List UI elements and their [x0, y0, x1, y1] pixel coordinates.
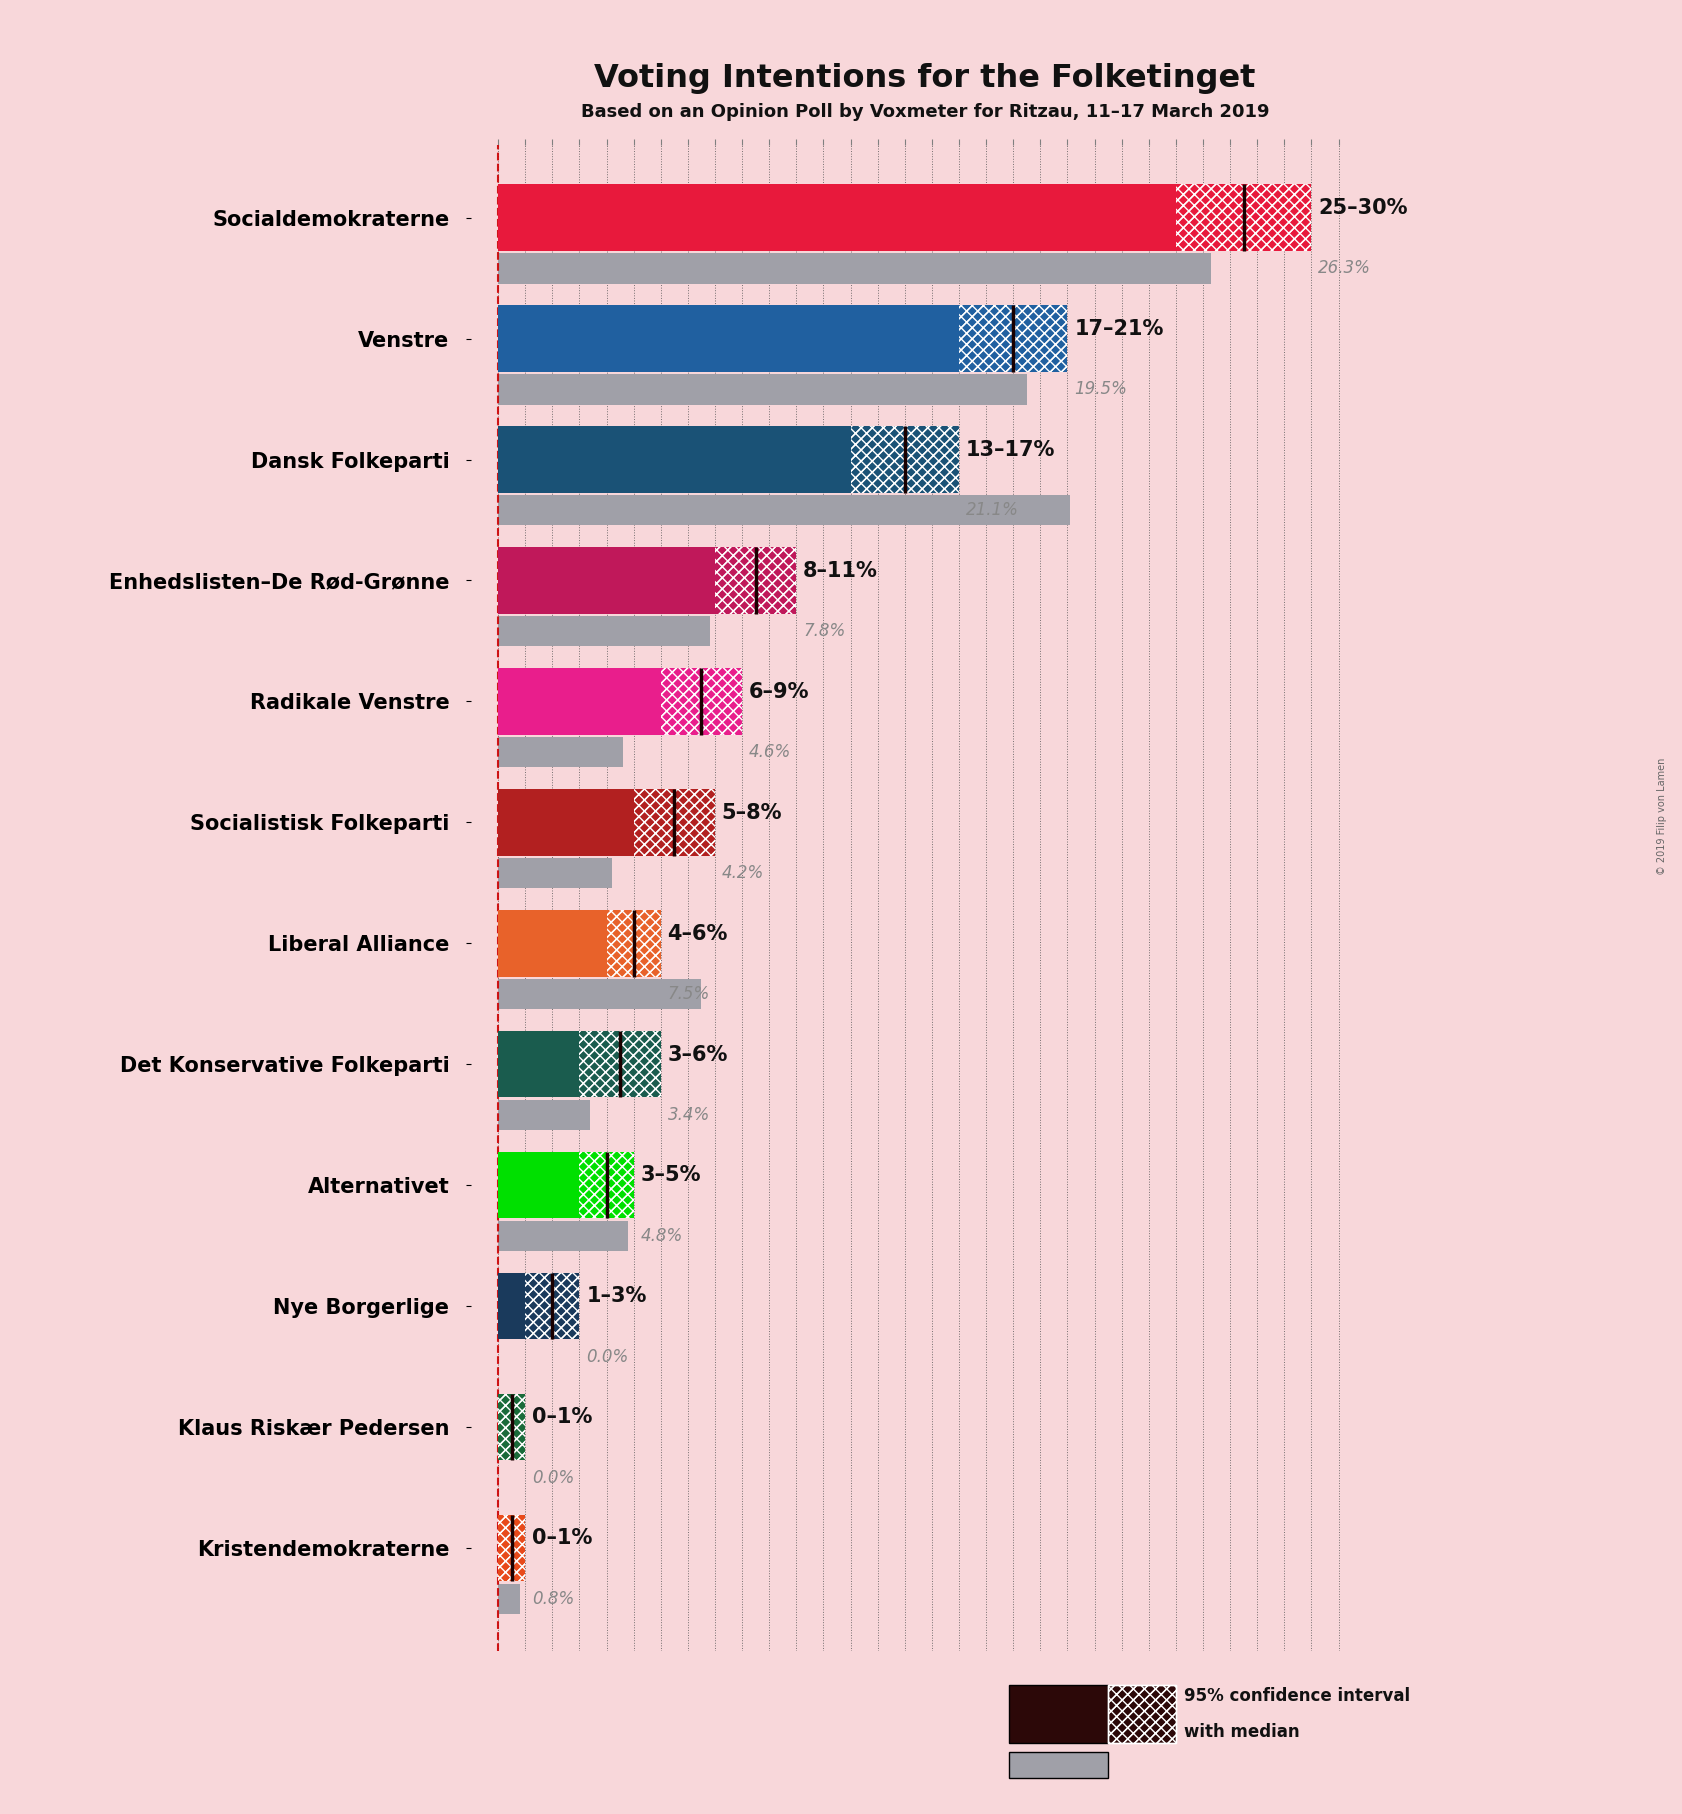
Text: 4.8%: 4.8% — [641, 1226, 683, 1244]
Bar — [715, 548, 796, 613]
Bar — [579, 1152, 634, 1219]
Bar — [498, 1393, 525, 1460]
Text: 1–3%: 1–3% — [587, 1286, 646, 1306]
Bar — [498, 1515, 525, 1582]
Bar — [498, 374, 1026, 405]
Bar — [715, 548, 796, 613]
Bar — [607, 911, 661, 976]
Bar — [498, 1515, 525, 1582]
Bar — [498, 668, 661, 735]
Bar — [959, 305, 1068, 372]
Bar — [851, 426, 959, 493]
Bar — [715, 548, 796, 613]
Bar — [959, 305, 1068, 372]
Bar — [498, 426, 851, 493]
Bar — [1176, 185, 1312, 250]
Bar — [498, 858, 612, 889]
Bar — [498, 254, 1211, 283]
Text: 0.0%: 0.0% — [587, 1348, 629, 1366]
Bar — [498, 911, 607, 976]
Text: 7.8%: 7.8% — [802, 622, 846, 640]
Bar — [661, 668, 742, 735]
Bar — [498, 495, 1070, 526]
Bar — [498, 1393, 525, 1460]
Text: Based on an Opinion Poll by Voxmeter for Ritzau, 11–17 March 2019: Based on an Opinion Poll by Voxmeter for… — [580, 103, 1270, 122]
Bar — [498, 789, 634, 856]
Text: 3–5%: 3–5% — [641, 1165, 701, 1186]
Bar — [634, 789, 715, 856]
Text: 25–30%: 25–30% — [1319, 198, 1408, 218]
Text: 5–8%: 5–8% — [722, 802, 782, 824]
Text: 26.3%: 26.3% — [1319, 259, 1371, 278]
Bar — [607, 911, 661, 976]
Bar — [525, 1273, 579, 1339]
Bar — [498, 736, 622, 767]
Bar — [498, 617, 710, 646]
Bar — [498, 1030, 579, 1097]
Bar — [959, 305, 1068, 372]
Text: 17–21%: 17–21% — [1075, 319, 1164, 339]
Text: 19.5%: 19.5% — [1075, 381, 1127, 399]
Bar — [579, 1030, 661, 1097]
Bar — [1176, 185, 1312, 250]
Text: 13–17%: 13–17% — [965, 439, 1055, 461]
Text: 6–9%: 6–9% — [748, 682, 809, 702]
Bar — [498, 1273, 525, 1339]
Bar — [525, 1273, 579, 1339]
Bar — [579, 1030, 661, 1097]
Bar — [579, 1152, 634, 1219]
Bar — [498, 1393, 525, 1460]
Bar — [661, 668, 742, 735]
Bar — [498, 1515, 525, 1582]
Bar — [579, 1030, 661, 1097]
Text: 95% confidence interval: 95% confidence interval — [1184, 1687, 1410, 1705]
Text: 0–1%: 0–1% — [532, 1527, 592, 1549]
Text: 21.1%: 21.1% — [965, 501, 1019, 519]
Text: Last result: Last result — [1018, 1758, 1098, 1772]
Text: 4.6%: 4.6% — [748, 744, 791, 762]
Bar — [498, 548, 715, 613]
Bar — [851, 426, 959, 493]
Bar — [498, 305, 959, 372]
Text: with median: with median — [1184, 1723, 1300, 1741]
Bar — [498, 1099, 590, 1130]
Bar — [498, 1584, 520, 1614]
Text: 3.4%: 3.4% — [668, 1107, 710, 1125]
Bar — [498, 185, 1176, 250]
Text: 3–6%: 3–6% — [668, 1045, 728, 1065]
Text: 4–6%: 4–6% — [668, 923, 728, 943]
Text: 0.8%: 0.8% — [532, 1589, 574, 1607]
Text: © 2019 Filip von Lamen: © 2019 Filip von Lamen — [1657, 758, 1667, 874]
Bar — [661, 668, 742, 735]
Bar — [498, 1221, 627, 1252]
Text: 7.5%: 7.5% — [668, 985, 710, 1003]
Text: Voting Intentions for the Folketinget: Voting Intentions for the Folketinget — [594, 63, 1256, 94]
Bar — [525, 1273, 579, 1339]
Bar — [498, 980, 701, 1009]
Bar — [579, 1152, 634, 1219]
Text: 4.2%: 4.2% — [722, 863, 764, 882]
Text: 0–1%: 0–1% — [532, 1408, 592, 1428]
Bar — [498, 1152, 579, 1219]
Bar — [851, 426, 959, 493]
Text: 8–11%: 8–11% — [802, 561, 878, 580]
Bar — [1176, 185, 1312, 250]
Bar — [607, 911, 661, 976]
Text: 0.0%: 0.0% — [532, 1469, 574, 1487]
Bar — [634, 789, 715, 856]
Bar — [634, 789, 715, 856]
